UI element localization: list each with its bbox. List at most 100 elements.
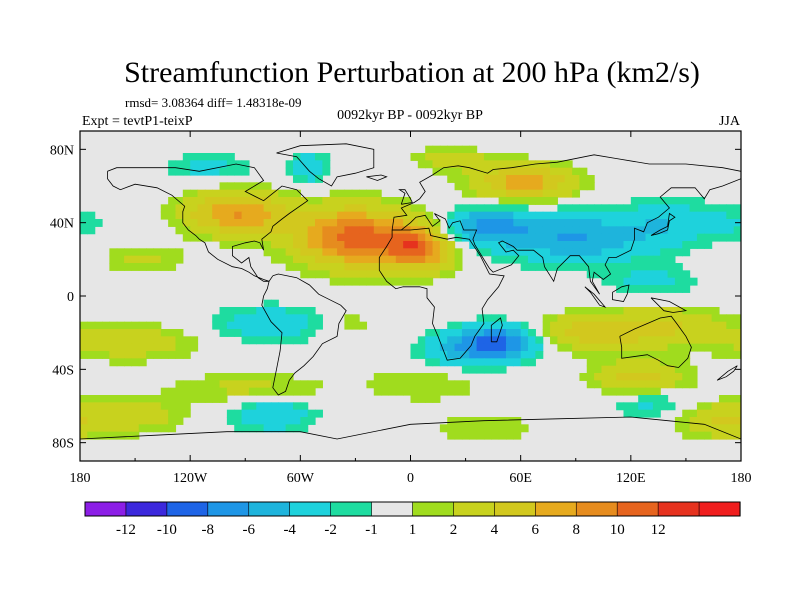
field-cell bbox=[116, 343, 125, 352]
field-cell bbox=[425, 270, 434, 279]
field-cell bbox=[131, 417, 140, 425]
field-cell bbox=[542, 233, 551, 242]
field-cell bbox=[557, 167, 566, 176]
field-cell bbox=[623, 270, 632, 279]
field-cell bbox=[175, 167, 184, 176]
field-cell bbox=[638, 365, 647, 374]
field-cell bbox=[337, 189, 345, 198]
field-cell bbox=[322, 226, 331, 235]
field-cell bbox=[447, 167, 456, 176]
field-cell bbox=[513, 189, 522, 198]
field-cell bbox=[718, 409, 727, 418]
field-cell bbox=[564, 182, 573, 191]
field-cell bbox=[608, 321, 617, 330]
field-cell bbox=[616, 270, 625, 279]
field-cell bbox=[682, 409, 691, 418]
field-cell bbox=[234, 189, 243, 198]
field-cell bbox=[344, 226, 353, 235]
field-cell bbox=[395, 255, 404, 264]
field-cell bbox=[307, 204, 316, 213]
field-cell bbox=[491, 417, 500, 425]
field-cell bbox=[572, 307, 581, 315]
field-cell bbox=[520, 204, 529, 213]
field-cell bbox=[153, 417, 162, 425]
field-cell bbox=[432, 263, 441, 271]
field-cell bbox=[329, 189, 338, 198]
field-cell bbox=[204, 204, 213, 213]
field-cell bbox=[520, 241, 529, 249]
field-cell bbox=[439, 373, 448, 381]
field-cell bbox=[498, 167, 507, 176]
field-cell bbox=[542, 255, 551, 264]
field-cell bbox=[638, 270, 647, 279]
field-cell bbox=[586, 351, 595, 359]
field-cell bbox=[608, 307, 617, 315]
field-cell bbox=[542, 182, 551, 191]
field-cell bbox=[219, 233, 228, 242]
field-cell bbox=[263, 380, 272, 389]
field-cell bbox=[498, 233, 507, 242]
field-cell bbox=[645, 336, 654, 345]
field-cell bbox=[476, 431, 485, 440]
field-cell bbox=[535, 226, 544, 235]
field-cell bbox=[373, 219, 382, 227]
field-cell bbox=[160, 248, 169, 257]
field-cell bbox=[263, 241, 272, 249]
field-cell bbox=[608, 270, 617, 279]
field-cell bbox=[175, 351, 184, 359]
field-cell bbox=[131, 329, 140, 337]
field-cell bbox=[226, 233, 235, 242]
field-cell bbox=[704, 431, 713, 440]
field-cell bbox=[315, 255, 323, 264]
field-cell bbox=[608, 387, 617, 396]
coastline bbox=[490, 317, 503, 343]
field-cell bbox=[601, 307, 610, 315]
field-cell bbox=[711, 233, 720, 242]
field-cell bbox=[395, 197, 404, 205]
field-cell bbox=[535, 189, 544, 198]
field-cell bbox=[403, 380, 412, 389]
field-cell bbox=[388, 197, 397, 205]
field-cell bbox=[417, 270, 426, 279]
field-cell bbox=[461, 145, 470, 154]
field-cell bbox=[109, 358, 118, 367]
field-cell bbox=[586, 226, 595, 235]
field-cell bbox=[315, 197, 323, 205]
field-cell bbox=[351, 248, 360, 257]
field-cell bbox=[234, 417, 243, 425]
field-cell bbox=[498, 424, 507, 433]
field-cell bbox=[557, 160, 566, 169]
field-cell bbox=[682, 417, 691, 425]
field-cell bbox=[322, 153, 331, 161]
field-cell bbox=[483, 226, 492, 235]
field-cell bbox=[513, 175, 522, 183]
field-cell bbox=[645, 204, 654, 213]
field-cell bbox=[682, 248, 691, 257]
x-tick-label: 60E bbox=[509, 471, 532, 486]
field-cell bbox=[175, 197, 184, 205]
field-cell bbox=[300, 402, 309, 411]
field-cell bbox=[388, 270, 397, 279]
field-cell bbox=[491, 167, 500, 176]
field-cell bbox=[329, 226, 338, 235]
colorbar-swatch bbox=[166, 501, 209, 517]
field-cell bbox=[601, 233, 610, 242]
field-cell bbox=[285, 211, 294, 220]
field-cell bbox=[219, 387, 228, 396]
field-cell bbox=[557, 336, 566, 345]
field-cell bbox=[307, 255, 316, 264]
field-cell bbox=[505, 358, 514, 367]
field-cell bbox=[718, 431, 727, 440]
field-cell bbox=[498, 197, 507, 205]
field-cell bbox=[696, 307, 705, 315]
field-cell bbox=[733, 211, 741, 220]
field-cell bbox=[505, 153, 514, 161]
field-cell bbox=[300, 307, 309, 315]
field-cell bbox=[572, 219, 581, 227]
field-cell bbox=[212, 226, 221, 235]
field-cell bbox=[256, 233, 265, 242]
field-cell bbox=[241, 314, 250, 323]
field-cell bbox=[476, 204, 485, 213]
field-cell bbox=[630, 358, 639, 367]
